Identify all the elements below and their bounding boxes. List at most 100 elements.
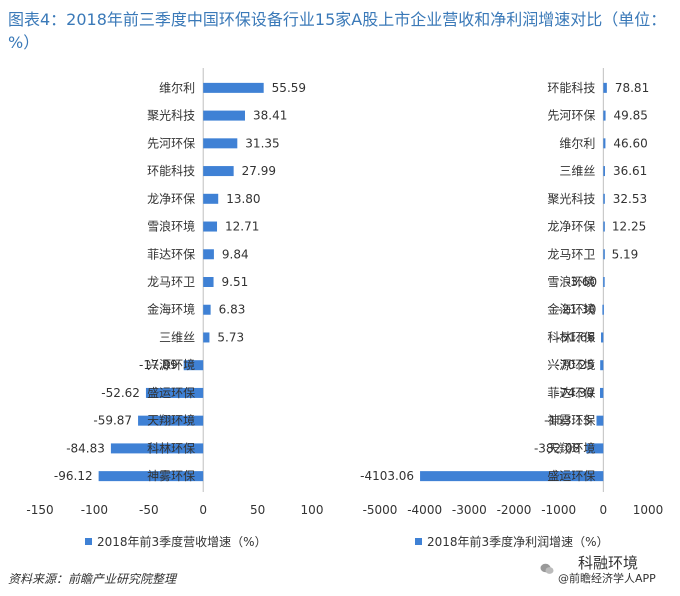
value-label: -4103.06	[360, 469, 414, 483]
category-label: 环能科技	[147, 164, 195, 178]
bar-12	[596, 415, 604, 426]
category-label: 金海环境	[547, 302, 595, 317]
legend-label: 2018年前3季度营收增速（%）	[97, 534, 267, 549]
legend-swatch	[415, 538, 422, 545]
x-tick-label: -2000	[497, 503, 532, 517]
value-label: -59.87	[93, 414, 132, 428]
x-tick-label: -50	[139, 503, 159, 517]
bar-10	[600, 360, 604, 371]
bar-14	[98, 471, 204, 482]
value-label: 27.99	[242, 164, 276, 178]
app-credit: @前瞻经济学人APP	[558, 572, 656, 585]
category-label: 聚光科技	[547, 192, 595, 206]
profit-growth-chart: 环能科技 78.81 先河环保 49.85 维尔利 46.60 三维丝 36.61 聚光科技 32…	[340, 62, 680, 552]
value-label: -96.12	[54, 469, 93, 483]
value-label: 46.60	[613, 136, 647, 150]
source-note: 资料来源：前瞻产业研究院整理	[8, 572, 177, 586]
category-label: 先河环保	[147, 136, 195, 150]
bar-11	[145, 387, 204, 398]
bar-5	[603, 221, 605, 232]
legend-swatch	[85, 538, 92, 545]
profit-growth-svg: 环能科技 78.81 先河环保 49.85 维尔利 46.60 三维丝 36.61 聚光科技 32…	[360, 68, 664, 549]
value-label: 32.53	[613, 192, 647, 206]
bar-13	[586, 443, 604, 454]
bar-3	[203, 166, 234, 177]
value-label: -74.30	[555, 386, 594, 400]
bar-1	[203, 110, 245, 121]
bar-9	[203, 332, 210, 343]
value-label: 9.51	[222, 275, 249, 289]
category-label: 天翔环境	[547, 440, 595, 455]
bar-7	[203, 277, 214, 287]
bar-2	[603, 138, 606, 149]
bar-0	[203, 82, 264, 93]
x-tick-label: -3000	[452, 503, 487, 517]
x-tick-label: 0	[199, 503, 207, 517]
category-label: 金海环境	[147, 302, 195, 317]
category-label: 神雾环保	[547, 414, 595, 428]
value-label: 31.35	[245, 136, 279, 150]
bar-8	[203, 304, 211, 315]
revenue-growth-svg: 维尔利 55.59 聚光科技 38.41 先河环保 31.35 环能科技 27.99 龙净环保 1…	[26, 68, 324, 549]
value-label: 12.71	[225, 220, 259, 234]
category-label: 科林环保	[147, 441, 195, 455]
bar-11	[600, 387, 604, 398]
category-label: 维尔利	[159, 80, 195, 95]
value-label: -153.13	[544, 414, 590, 428]
category-label: 环能科技	[547, 81, 595, 95]
value-label: -51.66	[556, 330, 595, 344]
category-label: 兴源环境	[147, 357, 195, 372]
bar-6	[203, 249, 214, 260]
x-tick-label: -1000	[541, 503, 576, 517]
value-label: 78.81	[615, 81, 649, 95]
value-label: 38.41	[253, 109, 287, 123]
value-label: -17.89	[139, 358, 178, 372]
x-tick-label: 100	[301, 503, 324, 517]
category-label: 龙净环保	[147, 192, 195, 206]
x-tick-label: 0	[600, 503, 608, 517]
category-label: 菲达环保	[147, 247, 195, 261]
value-label: 9.84	[222, 247, 249, 261]
x-tick-label: 50	[250, 503, 265, 517]
x-tick-label: -150	[26, 503, 53, 517]
x-tick-label: -100	[81, 503, 108, 517]
bar-4	[603, 193, 605, 204]
value-label: -3.60	[566, 275, 597, 289]
category-label: 盛运环保	[547, 468, 595, 483]
bar-7	[603, 277, 605, 287]
value-label: 49.85	[614, 109, 648, 123]
value-label: -84.83	[66, 441, 105, 455]
bar-4	[203, 193, 219, 204]
bar-14	[420, 471, 604, 482]
bar-5	[203, 221, 218, 232]
x-tick-label: 1000	[633, 503, 664, 517]
bar-2	[203, 138, 238, 149]
value-label: 13.80	[226, 192, 260, 206]
value-label: -52.62	[101, 386, 140, 400]
value-label: -382.08	[534, 441, 580, 455]
bar-3	[603, 166, 605, 177]
category-label: 三维丝	[559, 164, 595, 178]
category-label: 天翔环境	[147, 413, 195, 428]
category-label: 神雾环保	[147, 469, 195, 483]
bar-13	[110, 443, 204, 454]
value-label: -70.25	[556, 358, 595, 372]
bar-8	[602, 304, 604, 315]
bar-12	[138, 415, 204, 426]
bar-6	[603, 249, 605, 260]
category-label: 科林环保	[547, 330, 595, 344]
bar-10	[183, 360, 204, 371]
category-label: 三维丝	[159, 330, 195, 344]
category-label: 雪浪环境	[147, 219, 195, 234]
wechat-icon	[540, 563, 554, 574]
bar-1	[603, 110, 606, 121]
value-label: 12.25	[612, 220, 646, 234]
category-label: 先河环保	[547, 109, 595, 123]
category-label: 龙马环卫	[147, 275, 195, 289]
category-label: 兴源环境	[547, 357, 595, 372]
bar-9	[601, 332, 604, 343]
value-label: 36.61	[613, 164, 647, 178]
value-label: 55.59	[272, 81, 306, 95]
legend-label: 2018年前3季度净利润增速（%）	[427, 534, 609, 549]
